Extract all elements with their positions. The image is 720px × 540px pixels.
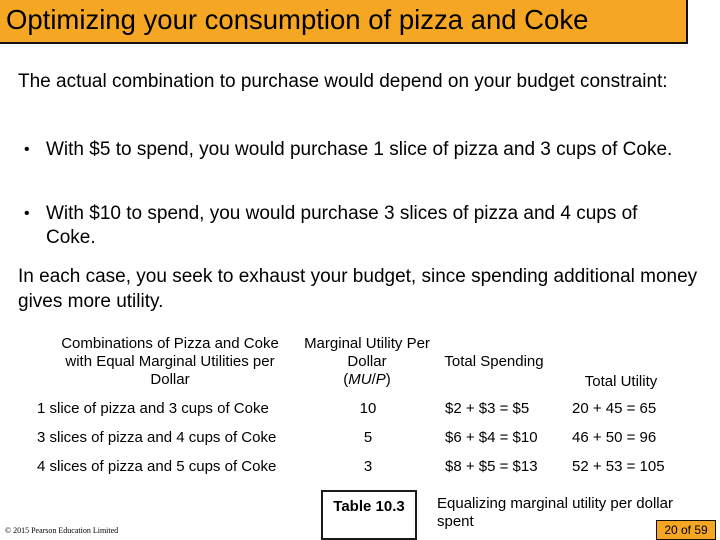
cell-combination: 4 slices of pizza and 5 cups of Coke	[37, 458, 277, 475]
bullet-text: With $5 to spend, you would purchase 1 s…	[46, 139, 673, 160]
header-total-utility: Total Utility	[584, 373, 658, 390]
cell-total-spending: $6 + $4 = $10	[445, 429, 538, 446]
title-bar: Optimizing your consumption of pizza and…	[0, 0, 688, 44]
header-total-spending: Total Spending	[444, 353, 544, 370]
bullet-marker: •	[24, 141, 30, 158]
cell-mu-per-dollar: 3	[363, 458, 373, 475]
cell-total-spending: $2 + $3 = $5	[445, 400, 530, 417]
header-combinations: Combinations of Pizza and Coke with Equa…	[61, 335, 279, 388]
bullet-item: • With $10 to spend, you would purchase …	[24, 202, 684, 250]
cell-total-utility: 52 + 53 = 105	[572, 458, 665, 475]
cell-total-spending: $8 + $5 = $13	[445, 458, 538, 475]
table-caption-text: Equalizing marginal utility per dollar s…	[437, 495, 673, 530]
header-mu-label: Marginal Utility Per Dollar	[304, 335, 430, 370]
intro-text: The actual combination to purchase would…	[18, 71, 668, 92]
paren-open: (	[343, 371, 349, 388]
cell-mu-per-dollar: 5	[363, 429, 373, 446]
cell-combination: 1 slice of pizza and 3 cups of Coke	[37, 400, 269, 417]
cell-mu-per-dollar: 10	[359, 400, 377, 417]
header-mu-formula: (MU/P)	[300, 371, 434, 389]
cell-total-utility: 46 + 50 = 96	[572, 429, 657, 446]
bullet-text: With $10 to spend, you would purchase 3 …	[46, 203, 638, 248]
summary-text: In each case, you seek to exhaust your b…	[18, 266, 698, 312]
bullet-item: • With $5 to spend, you would purchase 1…	[24, 138, 684, 162]
header-marginal-utility: Marginal Utility Per Dollar (MU/P)	[300, 335, 434, 389]
page-indicator: 20 of 59	[656, 520, 716, 540]
table-caption-label: Table 10.3	[321, 490, 417, 540]
cell-total-utility: 20 + 45 = 65	[572, 400, 657, 417]
slide-title: Optimizing your consumption of pizza and…	[6, 4, 589, 35]
cell-combination: 3 slices of pizza and 4 cups of Coke	[37, 429, 277, 446]
mu-symbol: MU	[348, 371, 372, 388]
copyright-notice: © 2015 Pearson Education Limited	[5, 526, 119, 535]
p-symbol: P	[375, 371, 386, 388]
bullet-marker: •	[24, 205, 30, 222]
slash: /	[371, 371, 376, 388]
paren-close: )	[385, 371, 391, 388]
